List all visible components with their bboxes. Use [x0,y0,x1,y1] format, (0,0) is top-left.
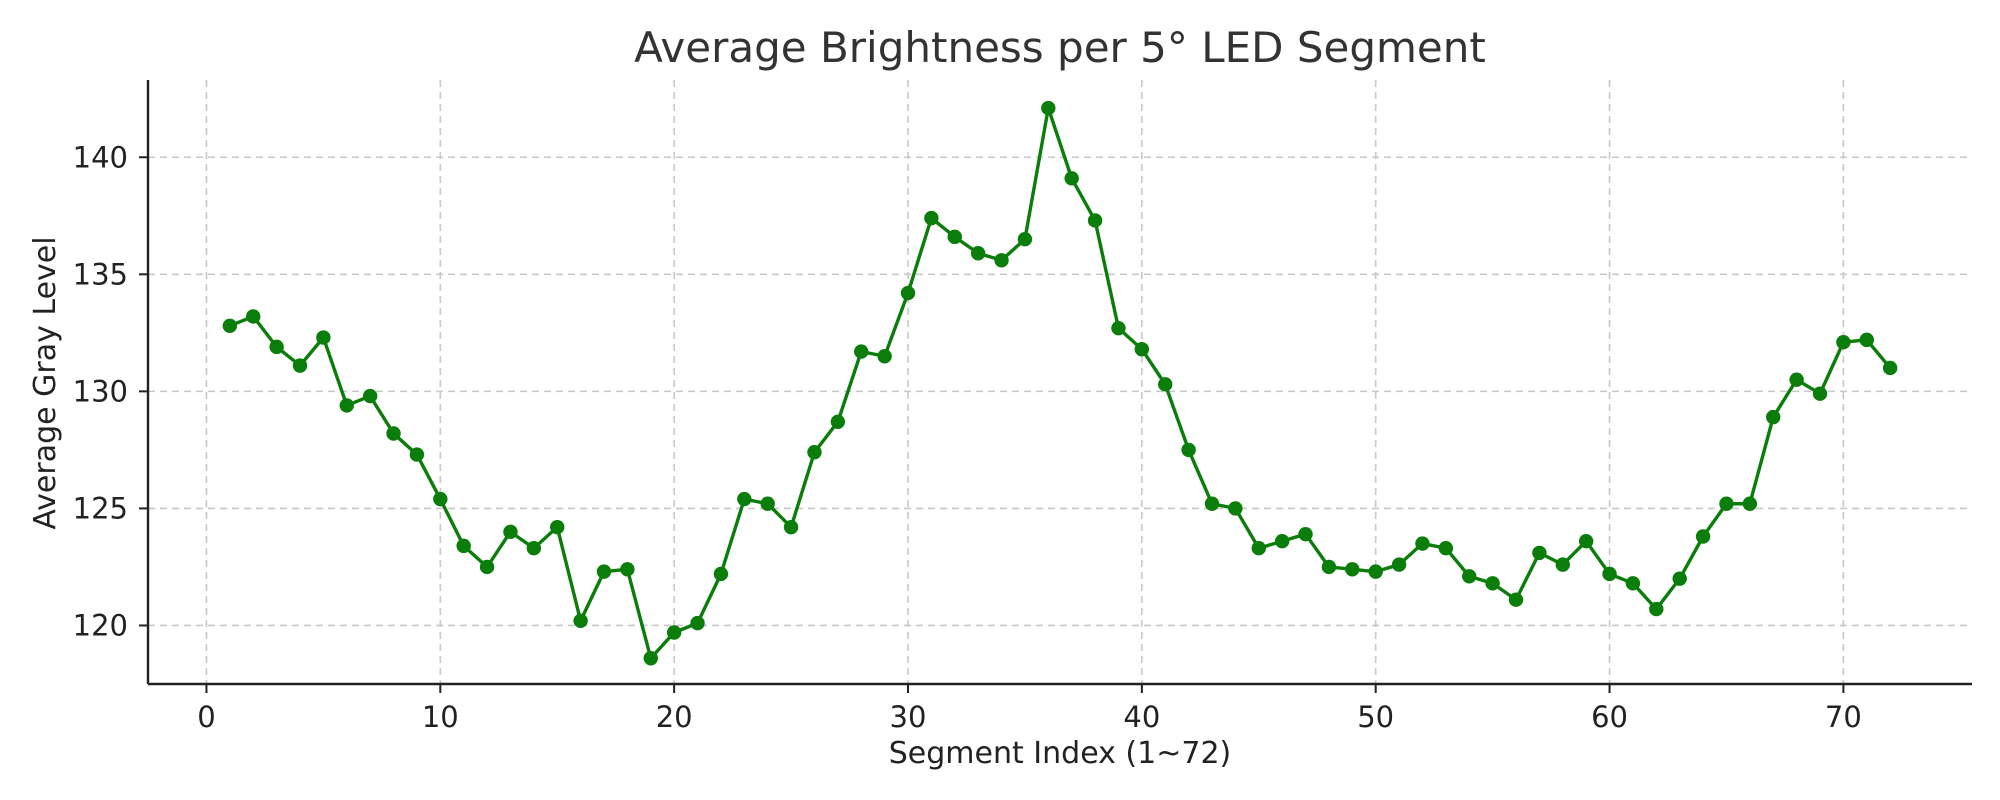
data-point-62 [1649,601,1664,617]
data-point-53 [1438,541,1454,556]
x-tick-label-30: 30 [890,700,927,734]
data-point-15 [550,519,565,535]
y-tick-label-135: 135 [73,257,128,291]
data-point-32 [947,229,962,245]
data-point-30 [900,285,916,301]
data-point-31 [924,210,939,226]
x-tick-label-70: 70 [1825,700,1862,734]
data-point-56 [1508,592,1524,607]
chart-title: Average Brightness per 5° LED Segment [634,23,1486,72]
data-point-63 [1672,571,1687,586]
data-point-37 [1064,171,1079,186]
x-tick-label-0: 0 [197,700,215,734]
x-axis-label: Segment Index (1~72) [889,736,1231,771]
data-point-60 [1602,566,1617,582]
data-point-14 [526,541,542,556]
data-point-18 [620,562,635,577]
data-point-38 [1087,213,1103,228]
data-point-45 [1251,541,1266,556]
data-point-25 [783,519,799,535]
data-point-27 [830,414,846,429]
data-point-69 [1812,386,1828,401]
data-point-16 [573,613,588,628]
data-point-57 [1532,545,1547,561]
data-point-51 [1391,557,1407,572]
data-point-33 [970,246,986,261]
x-tick-label-40: 40 [1123,700,1160,734]
data-point-35 [1017,231,1033,247]
series-line [229,106,1892,660]
data-point-68 [1789,372,1804,387]
y-tick-label-125: 125 [73,491,128,525]
grid-lines [148,80,1972,684]
data-point-1 [222,318,238,334]
data-point-23 [737,491,752,507]
y-tick-label-120: 120 [73,608,128,642]
data-point-36 [1041,100,1056,116]
axes [146,80,1972,686]
y-tick-label-130: 130 [73,374,128,408]
data-point-10 [433,491,448,507]
data-point-59 [1578,533,1594,549]
data-point-64 [1695,529,1711,544]
data-point-46 [1274,533,1290,549]
data-point-12 [479,559,495,575]
y-tick-label-140: 140 [73,140,128,174]
data-point-72 [1882,360,1898,376]
data-point-65 [1719,496,1734,511]
data-point-52 [1415,536,1430,551]
data-point-58 [1555,557,1570,572]
data-point-54 [1462,569,1477,584]
x-tick-label-50: 50 [1357,700,1394,734]
data-point-29 [877,349,892,364]
data-point-7 [362,388,378,404]
data-point-48 [1321,559,1337,575]
data-point-20 [666,625,682,640]
series-brightness [222,100,1898,666]
data-point-55 [1485,576,1500,591]
data-point-17 [596,564,612,579]
data-point-19 [643,651,658,666]
data-point-40 [1134,342,1150,357]
x-tick-label-10: 10 [422,700,459,734]
data-point-34 [994,253,1009,268]
x-axis-ticks: 0 10 20 30 40 50 60 70 [197,684,1862,734]
data-point-28 [854,344,869,359]
data-point-61 [1625,576,1641,591]
data-point-43 [1204,496,1220,511]
data-point-5 [316,330,331,345]
data-point-3 [269,339,284,355]
data-point-13 [503,524,518,540]
data-point-21 [690,615,705,631]
x-tick-label-20: 20 [656,700,693,734]
data-point-44 [1228,501,1243,516]
data-point-66 [1742,496,1758,511]
data-point-24 [760,496,775,511]
data-point-39 [1111,320,1126,336]
data-point-49 [1345,562,1360,577]
data-point-67 [1766,409,1781,425]
data-point-50 [1368,564,1383,579]
data-point-9 [409,447,425,462]
data-point-71 [1859,332,1874,348]
data-point-26 [807,445,822,460]
y-axis-ticks: 120 125 130 135 140 [73,140,148,642]
data-point-70 [1836,335,1851,350]
data-point-8 [386,426,401,441]
data-point-47 [1298,526,1313,542]
data-point-2 [246,309,261,324]
data-point-22 [713,566,729,582]
data-point-41 [1158,377,1173,392]
x-tick-label-60: 60 [1591,700,1628,734]
y-axis-label: Average Gray Level [28,236,63,529]
data-point-4 [292,358,308,373]
data-point-11 [456,538,471,554]
data-point-6 [339,398,354,413]
data-point-42 [1181,442,1196,458]
